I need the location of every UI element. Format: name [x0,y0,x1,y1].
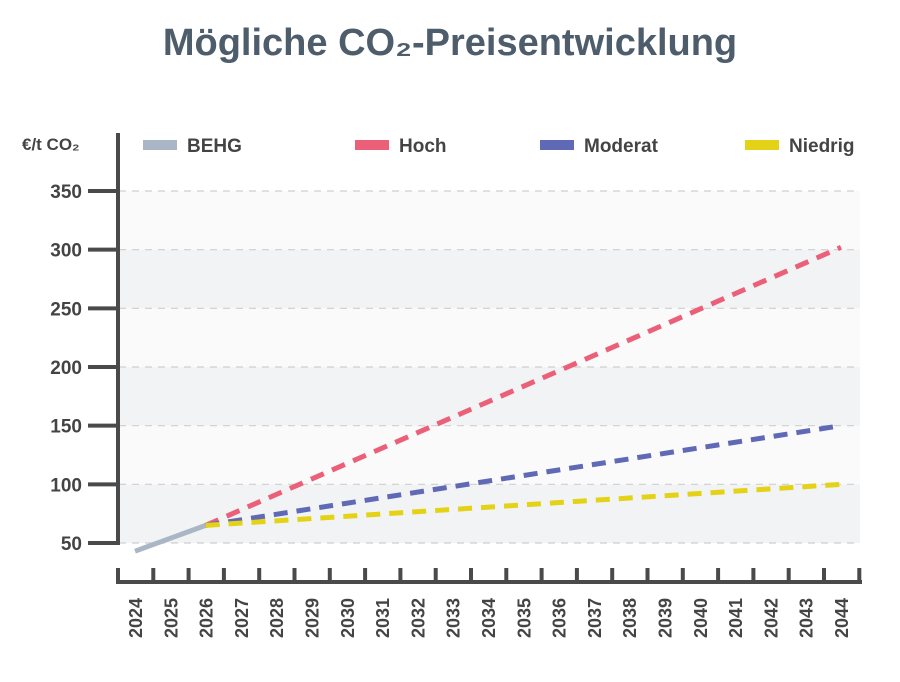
plot-band [119,425,860,485]
x-tick-label: 2026 [197,598,217,638]
legend-swatch-behg [143,140,177,150]
series-line-hoch [204,245,843,528]
x-tick-label: 2031 [373,598,393,638]
x-tick-label: 2033 [444,598,464,638]
plot-band [119,308,860,367]
x-tick-label: 2039 [656,598,676,638]
series-line-moderat [205,423,842,528]
x-tick-label: 2043 [797,598,817,638]
x-tick-label: 2032 [408,598,428,638]
x-tick-label: 2042 [761,598,781,638]
y-tick-label: 150 [50,417,82,438]
x-tick-label: 2037 [585,598,605,638]
plot-band [119,484,860,543]
y-tick-label: 300 [50,241,82,262]
legend-label-niedrig: Niedrig [789,136,854,157]
legend-label-behg: BEHG [187,136,242,157]
chart-title: Mögliche CO₂-Preisentwicklung [162,22,738,64]
x-tick-label: 2027 [232,598,252,638]
y-tick-label: 100 [50,475,82,496]
legend-swatch-niedrig [745,140,779,150]
x-tick-label: 2044 [832,598,852,638]
x-tick-label: 2028 [267,598,287,638]
series-line-behg [134,523,207,554]
y-tick-label: 250 [50,299,82,320]
legend-label-moderat: Moderat [584,136,659,157]
series-line-niedrig [205,481,842,528]
plot-band [119,191,860,250]
legend-swatch-moderat [540,140,574,150]
legend-label-hoch: Hoch [399,136,447,157]
y-axis-label: €/t CO₂ [22,135,80,154]
plot-band [119,249,860,309]
x-tick-label: 2041 [726,598,746,638]
x-tick-label: 2038 [620,598,640,638]
x-tick-label: 2035 [514,598,534,638]
x-tick-label: 2034 [479,598,499,638]
x-tick-label: 2030 [338,598,358,638]
y-tick-label: 200 [50,358,82,379]
plot-band [119,367,860,426]
x-tick-label: 2040 [691,598,711,638]
y-tick-label: 50 [61,534,82,555]
x-tick-label: 2025 [161,598,181,638]
legend-swatch-hoch [355,140,389,150]
y-tick-label: 350 [50,182,82,203]
x-tick-label: 2029 [303,598,323,638]
x-tick-label: 2024 [126,598,146,638]
x-tick-label: 2036 [550,598,570,638]
